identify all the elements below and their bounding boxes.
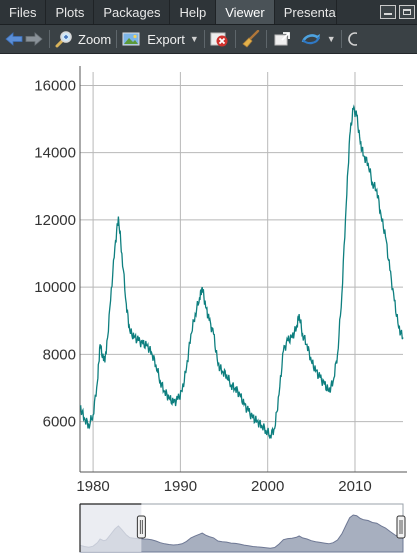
chart-axes [79, 66, 407, 473]
range-handle-left[interactable] [136, 515, 146, 539]
range-handle-right[interactable] [396, 515, 406, 539]
x-tick-label: 1990 [164, 478, 197, 495]
popout-button[interactable] [272, 25, 292, 53]
toolbar-divider [234, 30, 236, 48]
broom-icon [241, 30, 261, 48]
remove-plot-button[interactable] [210, 25, 230, 53]
x-tick-label: 2000 [251, 478, 284, 495]
y-gridlines [80, 84, 403, 423]
y-tick-label: 8000 [43, 346, 76, 363]
pane-window-controls [380, 5, 415, 19]
toolbar-overflow-button[interactable] [347, 25, 357, 53]
arrow-left-icon [4, 29, 24, 49]
x-gridlines [92, 72, 356, 472]
chevron-down-icon: ▼ [189, 34, 199, 44]
back-button[interactable] [4, 25, 24, 53]
zoom-button[interactable]: Zoom [55, 25, 111, 53]
magnifier-icon [55, 30, 73, 48]
minimize-pane-icon[interactable] [380, 5, 396, 19]
series-line [79, 104, 404, 440]
x-axis-tick-labels: 1980 1990 2000 2010 [76, 478, 371, 495]
x-tick-label: 1980 [76, 478, 109, 495]
toolbar-divider [116, 30, 118, 48]
clear-all-button[interactable] [241, 25, 261, 53]
chevron-down-icon: ▼ [326, 34, 336, 44]
y-axis-tick-labels: 6000 8000 10000 12000 14000 16000 [34, 77, 76, 430]
y-tick-label: 12000 [34, 212, 76, 229]
tab-plots[interactable]: Plots [46, 0, 95, 24]
pane-tab-bar: Files Plots Packages Help Viewer Present… [0, 0, 417, 25]
y-tick-label: 16000 [34, 77, 76, 94]
remove-plot-icon [210, 30, 230, 48]
overflow-icon [347, 30, 357, 48]
line-chart-svg[interactable]: 6000 8000 10000 12000 14000 16000 1980 1990 200… [0, 55, 417, 558]
range-selector[interactable] [79, 503, 406, 553]
arrow-right-icon [24, 29, 44, 49]
x-tick-label: 2010 [338, 478, 371, 495]
dygraph-chart[interactable]: 6000 8000 10000 12000 14000 16000 1980 1990 200… [0, 55, 417, 558]
refresh-button[interactable]: ▼ [300, 25, 336, 53]
tab-files[interactable]: Files [0, 0, 47, 24]
toolbar-divider [340, 30, 342, 48]
refresh-icon [300, 30, 322, 48]
toolbar-divider [203, 30, 205, 48]
viewer-toolbar: Zoom Export ▼ ▼ [0, 25, 417, 54]
tab-packages[interactable]: Packages [94, 0, 171, 24]
range-selector-unselected [80, 504, 142, 552]
popout-icon [272, 30, 292, 48]
export-label: Export [147, 31, 185, 47]
forward-button[interactable] [24, 25, 44, 53]
image-export-icon [122, 31, 142, 47]
y-tick-label: 14000 [34, 145, 76, 162]
tab-help[interactable]: Help [170, 0, 217, 24]
tab-viewer[interactable]: Viewer [216, 0, 275, 24]
zoom-label: Zoom [78, 31, 112, 47]
y-tick-label: 6000 [43, 414, 76, 431]
y-tick-label: 10000 [34, 279, 76, 296]
toolbar-divider [49, 30, 50, 48]
toolbar-divider [265, 30, 267, 48]
maximize-pane-icon[interactable] [399, 5, 415, 19]
tab-presentation[interactable]: Presentat [275, 0, 337, 24]
export-button[interactable]: Export ▼ [122, 25, 199, 53]
